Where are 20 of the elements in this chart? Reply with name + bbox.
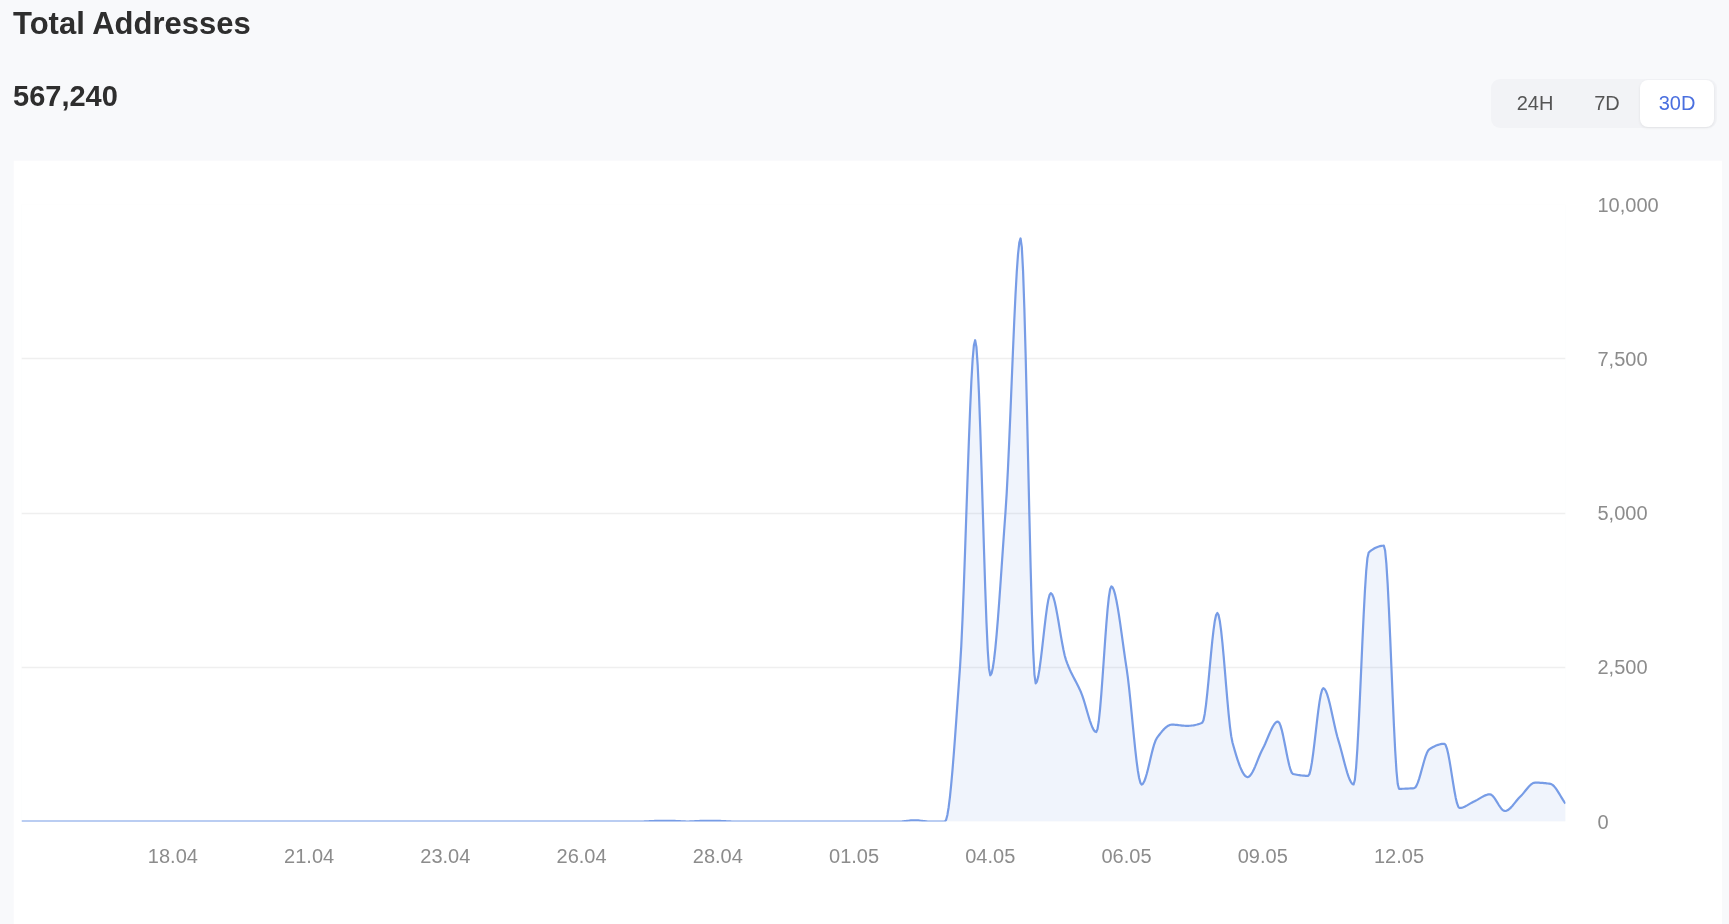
x-tick-label: 01.05: [829, 844, 880, 867]
y-tick-label: 2,500: [1597, 656, 1648, 679]
x-tick-label: 18.04: [147, 844, 198, 867]
y-tick-label: 7,500: [1597, 347, 1648, 370]
y-tick-label: 0: [1597, 810, 1609, 833]
x-tick-label: 21.04: [284, 844, 335, 867]
text: 24H: [1515, 91, 1555, 116]
x-tick-label: 09.05: [1237, 844, 1288, 867]
chart-title: Total Addresses: [13, 5, 251, 43]
y-tick-label: 10,000: [1597, 193, 1659, 216]
text: 7D: [1593, 91, 1621, 116]
x-tick-label: 04.05: [965, 844, 1016, 867]
x-tick-label: 28.04: [692, 844, 743, 867]
chart-subtitle: 567,240: [13, 79, 118, 114]
x-tick-label: 12.05: [1373, 844, 1425, 867]
x-tick-label: 23.04: [420, 844, 471, 867]
x-tick-label: 06.05: [1101, 844, 1152, 867]
y-tick-label: 5,000: [1597, 502, 1648, 524]
x-tick-label: 26.04: [556, 844, 607, 867]
text: 30D: [1640, 80, 1714, 127]
